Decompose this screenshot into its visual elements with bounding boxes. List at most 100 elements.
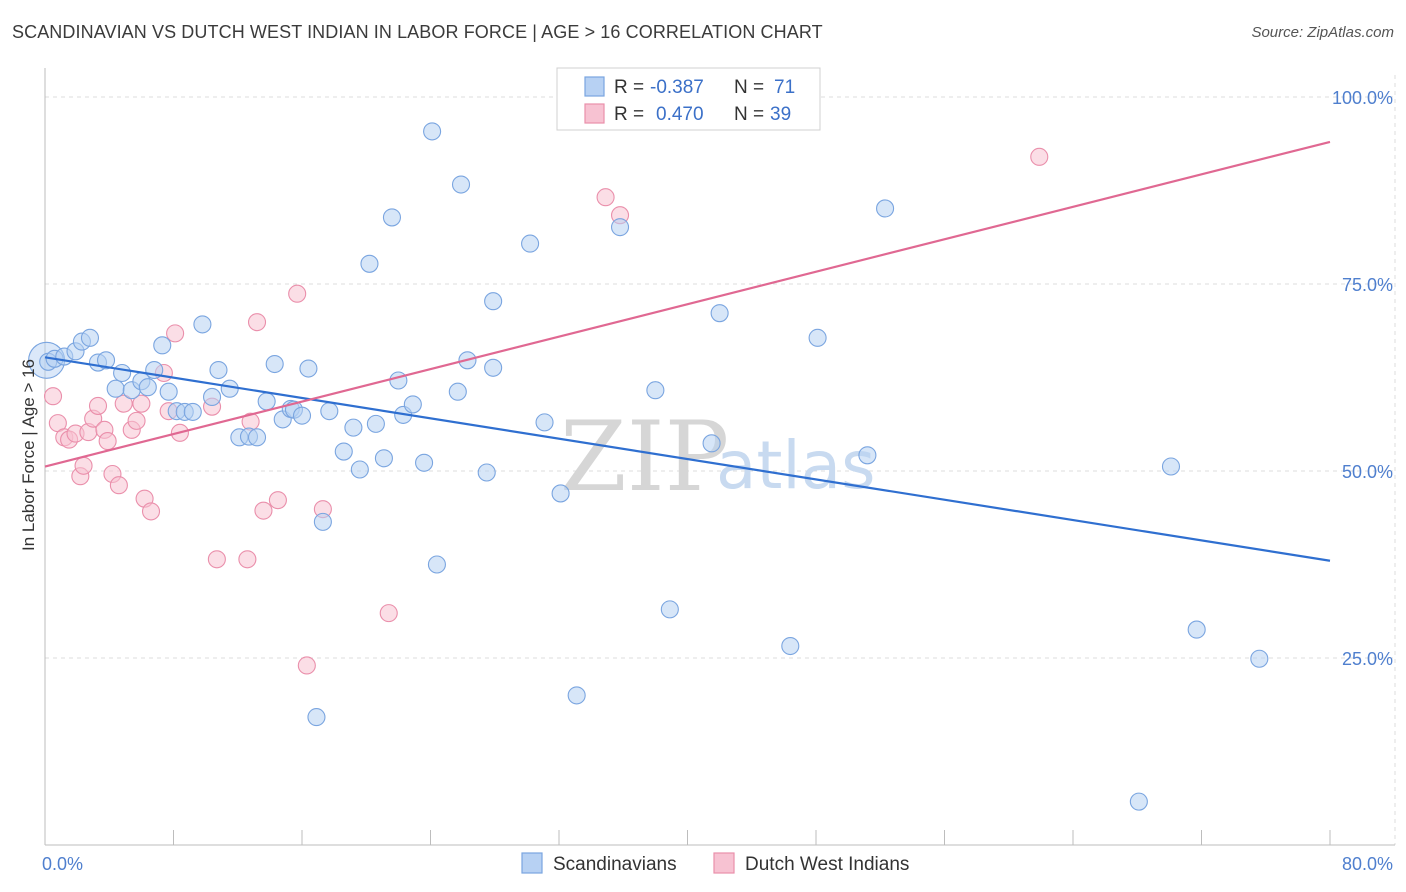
scandinavians-point bbox=[551, 484, 570, 503]
dutch-west-indians-point bbox=[379, 604, 398, 623]
dutch-west-indians-point bbox=[43, 387, 63, 406]
scandinavians-point bbox=[451, 175, 471, 194]
scandinavians-point bbox=[96, 351, 116, 370]
chart-title: SCANDINAVIAN VS DUTCH WEST INDIAN IN LAB… bbox=[12, 22, 823, 42]
dutch-west-indians-point bbox=[1030, 147, 1049, 166]
scandinavians-point bbox=[858, 446, 877, 465]
series-legend-swatch-scandinavians bbox=[521, 852, 543, 874]
scandinavians-point bbox=[366, 414, 385, 433]
scandinavians-point bbox=[320, 402, 339, 421]
scandinavians-point bbox=[382, 208, 402, 227]
legend-swatch-blue bbox=[584, 76, 605, 97]
scandinavians-point bbox=[477, 463, 496, 482]
scandinavians-point bbox=[808, 328, 827, 347]
scandinavians-point bbox=[106, 379, 125, 398]
watermark-atlas: atlas bbox=[716, 427, 876, 504]
scandinavians-point bbox=[876, 199, 895, 218]
dutch-west-indians-point bbox=[141, 502, 161, 521]
scandinavians-point bbox=[521, 234, 540, 253]
scandinavians-point bbox=[313, 512, 332, 531]
scandinavians-point bbox=[203, 387, 222, 406]
dutch-west-indians-point bbox=[166, 324, 185, 343]
scandinavians-trend-line bbox=[44, 356, 1331, 562]
scandinavians-point bbox=[247, 428, 267, 447]
scandinavians-point bbox=[220, 379, 239, 398]
dutch-west-indians-point bbox=[132, 394, 151, 413]
chart-source: Source: ZipAtlas.com bbox=[1251, 24, 1394, 41]
scandinavians-point bbox=[646, 381, 665, 400]
scandinavians-point bbox=[350, 460, 369, 479]
x-tick-label-0: 0.0% bbox=[42, 854, 83, 874]
scandinavians-point bbox=[1187, 620, 1206, 639]
scandinavians-point bbox=[484, 292, 503, 311]
dutch-west-indians-point bbox=[109, 476, 128, 495]
dutch-west-indians-trend-line bbox=[44, 140, 1331, 468]
scandinavians-point bbox=[265, 354, 284, 374]
scandinavians-point bbox=[299, 359, 318, 378]
scandinavians-point bbox=[138, 378, 157, 397]
scandinavians-point bbox=[423, 122, 442, 141]
scandinavians-point bbox=[484, 358, 503, 377]
dutch-west-indians-point bbox=[74, 456, 93, 475]
scandinavians-point bbox=[153, 336, 172, 355]
legend-r-label-pink: R = bbox=[614, 104, 644, 125]
scandinavians-point bbox=[427, 555, 446, 574]
y-tick-label-100: 100.0% bbox=[1332, 88, 1393, 108]
legend-swatch-pink bbox=[584, 103, 605, 124]
scandinavians-point bbox=[307, 708, 326, 727]
legend-r-label-blue: R = bbox=[614, 77, 644, 98]
legend-r-value-blue: -0.387 bbox=[650, 77, 704, 98]
axes bbox=[44, 68, 1395, 846]
correlation-legend: R = -0.387 N = 71 R = 0.470 N = 39 bbox=[556, 67, 821, 131]
legend-n-label-blue: N = bbox=[734, 77, 764, 98]
trend-lines bbox=[44, 140, 1331, 562]
watermark-zip: ZIP bbox=[560, 401, 729, 513]
scandinavians-point bbox=[360, 254, 379, 273]
legend-n-label-pink: N = bbox=[734, 104, 764, 125]
y-tick-label-50: 50.0% bbox=[1342, 462, 1393, 482]
dutch-west-indians-point bbox=[238, 550, 257, 569]
series-legend: Scandinavians Dutch West Indians bbox=[521, 852, 909, 875]
scandinavians-point bbox=[403, 395, 422, 414]
x-tick-label-80: 80.0% bbox=[1342, 854, 1393, 874]
dutch-west-indians-point bbox=[297, 656, 316, 675]
series-legend-label-scandinavians: Scandinavians bbox=[553, 854, 677, 875]
scandinavians-point bbox=[710, 304, 729, 323]
scandinavians-point bbox=[183, 402, 202, 421]
legend-n-value-blue: 71 bbox=[774, 77, 795, 98]
dutch-west-indians-point bbox=[247, 313, 267, 332]
scandinavians-point bbox=[374, 449, 393, 468]
dutch-west-indians-point bbox=[207, 550, 226, 569]
scandinavians-point bbox=[1250, 649, 1269, 668]
tick-labels: 25.0% 50.0% 75.0% 100.0% 0.0% 80.0% bbox=[42, 88, 1393, 874]
scandinavians-point bbox=[415, 453, 434, 472]
scandinavians-point bbox=[610, 218, 630, 237]
dutch-west-indians-point bbox=[127, 411, 146, 430]
dutch-west-indians-points bbox=[43, 147, 1049, 675]
scandinavians-point bbox=[660, 600, 679, 619]
scandinavians-point bbox=[567, 686, 586, 705]
legend-r-value-pink: 0.470 bbox=[656, 104, 704, 125]
y-axis-label: In Labor Force | Age > 16 bbox=[19, 359, 38, 551]
y-tick-label-75: 75.0% bbox=[1342, 275, 1393, 295]
dutch-west-indians-point bbox=[268, 491, 287, 510]
dutch-west-indians-point bbox=[596, 188, 615, 207]
scandinavians-point bbox=[209, 360, 228, 380]
dutch-west-indians-point bbox=[254, 501, 273, 520]
scandinavians-point bbox=[80, 328, 100, 347]
scandinavians-point bbox=[257, 392, 276, 411]
y-tick-label-25: 25.0% bbox=[1342, 649, 1393, 669]
series-legend-label-dutch-west-indians: Dutch West Indians bbox=[745, 854, 909, 875]
scandinavians-point bbox=[344, 418, 363, 437]
dutch-west-indians-point bbox=[88, 396, 108, 415]
scandinavians-point bbox=[781, 636, 800, 656]
scandinavians-point bbox=[535, 413, 554, 432]
watermark: ZIP atlas bbox=[560, 401, 876, 513]
scandinavians-point bbox=[389, 371, 408, 390]
scandinavians-point bbox=[113, 363, 132, 383]
scandinavians-point bbox=[334, 442, 353, 461]
scandinavians-point bbox=[1161, 457, 1181, 476]
dutch-west-indians-point bbox=[114, 394, 133, 413]
dutch-west-indians-point bbox=[98, 432, 117, 451]
